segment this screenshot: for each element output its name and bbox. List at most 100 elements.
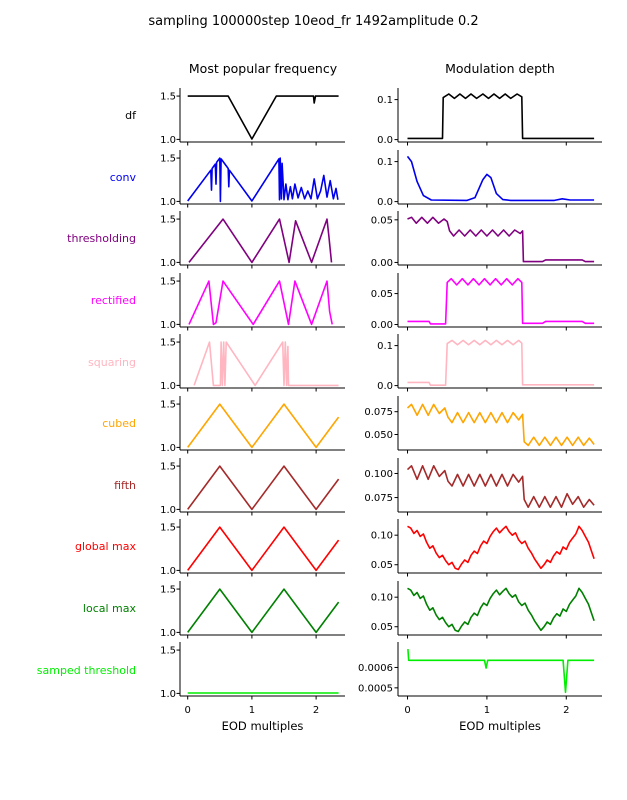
y-tick-label: 0.075 [364, 407, 393, 418]
row-label-df: df [125, 109, 136, 123]
y-tick-label: 0.0 [377, 135, 393, 146]
y-tick-label: 0.05 [371, 622, 393, 633]
axes [176, 457, 345, 516]
data-line [188, 280, 333, 325]
axes [394, 642, 602, 700]
y-tick-label: 1.5 [160, 523, 176, 534]
data-line [406, 403, 595, 447]
y-tick-label: 1.0 [160, 443, 176, 454]
data-line [407, 649, 595, 694]
plot-modulation-depth-local-max: 0.05 0.10 [371, 580, 602, 639]
plot-modulation-depth-df: 0.0 0.1 [377, 88, 602, 146]
data-line [187, 526, 340, 572]
x-tick-label: 2 [563, 705, 569, 716]
plot-modulation-depth-cubed: 0.050 0.075 [364, 395, 602, 454]
plot-modulation-depth-rectified: 0.00 0.05 [371, 272, 602, 331]
subplot-row-local-max: local max 1.0 1.5 0.05 0.10 [0, 578, 627, 640]
y-tick-label: 1.0 [160, 628, 176, 639]
y-tick-label: 0.075 [364, 493, 393, 504]
data-line [407, 525, 595, 571]
y-tick-label: 1.0 [160, 135, 176, 146]
y-tick-label: 1.0 [160, 566, 176, 577]
axes [176, 519, 345, 577]
subplot-row-cubed: cubed 1.0 1.5 0.050 0.075 [0, 393, 627, 455]
subplot-row-thresholding: thresholding 1.0 1.5 0.00 0.05 [0, 208, 627, 270]
row-label-thresholding: thresholding [67, 232, 136, 246]
plot-most-popular-frequency-fifth: 1.0 1.5 [160, 457, 345, 516]
axes [394, 580, 602, 639]
row-label-global-max: global max [74, 540, 136, 554]
y-tick-label: 0.0005 [358, 684, 393, 695]
plot-modulation-depth-squaring: 0.0 0.1 [377, 334, 602, 392]
plot-most-popular-frequency-local-max: 1.0 1.5 [160, 580, 345, 639]
y-tick-label: 0.050 [364, 430, 393, 441]
plot-most-popular-frequency-conv: 1.0 1.5 [160, 149, 345, 208]
y-tick-label: 1.5 [160, 338, 176, 349]
row-label-fifth: fifth [114, 478, 136, 492]
x-tick-label: 2 [313, 705, 319, 716]
axis-spacer [0, 701, 150, 745]
axes [176, 149, 345, 208]
data-line [187, 156, 339, 202]
data-line [187, 588, 340, 633]
y-tick-label: 1.5 [160, 461, 176, 472]
y-tick-label: 1.0 [160, 320, 176, 331]
subplot-row-fifth: fifth 1.0 1.5 0.075 0.100 [0, 455, 627, 517]
x-tick-label: 1 [484, 705, 490, 716]
plot-most-popular-frequency-squaring: 1.0 1.5 [160, 334, 345, 392]
x-axis-labels-right: 0 1 2 EOD multiples [404, 705, 569, 733]
subplot-row-rectified: rectified 1.0 1.5 0.00 0.05 [0, 270, 627, 332]
subplot-row-samped-threshold: samped threshold 1.0 1.5 0.0005 0.0006 [0, 639, 627, 701]
plot-modulation-depth-global-max: 0.05 0.10 [371, 519, 602, 577]
data-line [187, 464, 340, 510]
axes [394, 149, 602, 208]
column-headers: Most popular frequency Modulation depth [0, 61, 627, 79]
y-tick-label: 0.05 [371, 560, 393, 571]
y-tick-label: 1.5 [160, 153, 176, 164]
y-tick-label: 1.5 [160, 276, 176, 287]
x-tick-label: 1 [249, 705, 255, 716]
data-line [406, 464, 595, 508]
y-tick-label: 0.10 [371, 592, 393, 603]
data-line [407, 339, 595, 387]
axes [176, 272, 345, 331]
y-tick-label: 0.1 [377, 341, 393, 352]
axes [176, 334, 345, 392]
plot-modulation-depth-samped-threshold: 0.0005 0.0006 [358, 642, 602, 700]
column-header-modulation-depth: Modulation depth [445, 61, 555, 76]
axes [394, 457, 602, 516]
x-axis-strip: 0 1 2 EOD multiples 0 1 2 EOD multiples [0, 701, 627, 745]
axes [394, 211, 602, 269]
row-label-rectified: rectified [90, 294, 136, 308]
x-axis-title: EOD multiples [459, 719, 541, 733]
y-tick-label: 1.5 [160, 215, 176, 226]
axes [394, 272, 602, 331]
data-line [406, 155, 595, 201]
y-tick-label: 1.5 [160, 646, 176, 657]
data-line [187, 403, 340, 449]
plot-most-popular-frequency-samped-threshold: 1.0 1.5 [160, 642, 345, 700]
y-tick-label: 0.0 [377, 381, 393, 392]
subplot-row-conv: conv 1.0 1.5 0.0 0.1 [0, 147, 627, 209]
x-axis-left-column: 0 1 2 EOD multiples [150, 701, 350, 745]
y-tick-label: 0.1 [377, 157, 393, 168]
plot-most-popular-frequency-thresholding: 1.0 1.5 [160, 211, 345, 269]
data-line [193, 341, 339, 387]
axes [176, 395, 345, 454]
plot-most-popular-frequency-rectified: 1.0 1.5 [160, 272, 345, 331]
row-label-conv: conv [109, 170, 136, 184]
axes [394, 519, 602, 577]
y-tick-label: 0.05 [371, 216, 393, 227]
y-tick-label: 0.1 [377, 95, 393, 106]
y-tick-label: 1.5 [160, 400, 176, 411]
y-tick-label: 0.00 [371, 258, 393, 269]
plot-most-popular-frequency-df: 1.0 1.5 [160, 88, 345, 146]
y-tick-label: 0.05 [371, 289, 393, 300]
y-tick-label: 1.0 [160, 196, 176, 207]
axes [176, 88, 345, 146]
figure-title: sampling 100000step 10eod_fr 1492amplitu… [148, 14, 479, 29]
data-line [187, 95, 339, 140]
y-tick-label: 0.0 [377, 197, 393, 208]
axes [394, 88, 602, 146]
